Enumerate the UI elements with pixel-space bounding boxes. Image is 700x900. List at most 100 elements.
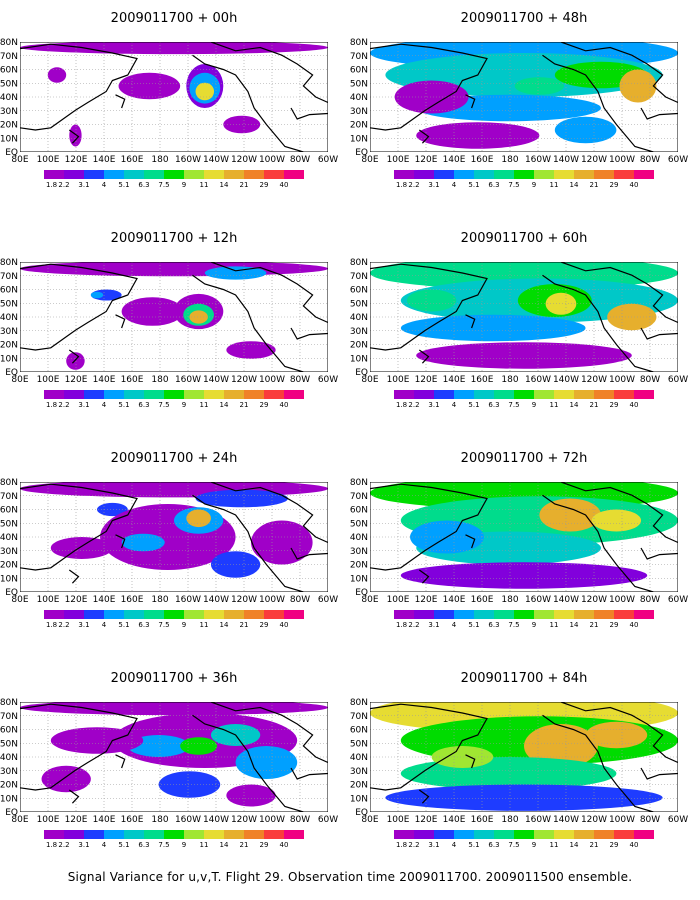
- colorbar-swatch: [104, 390, 124, 399]
- coastline: [290, 547, 328, 560]
- longitude-tick-label: 180: [501, 375, 518, 385]
- colorbar-swatch: [454, 610, 474, 619]
- colorbar-level-label: 5.1: [118, 401, 129, 409]
- variance-shading: [50, 727, 144, 754]
- coastline: [560, 262, 678, 324]
- colorbar-swatch: [124, 170, 144, 179]
- colorbar-swatch: [514, 610, 534, 619]
- latitude-tick-label: 70N: [0, 712, 18, 722]
- colorbar-swatch: [164, 390, 184, 399]
- latitude-tick-label: 30N: [0, 327, 18, 337]
- colorbar-level-label: 4: [102, 621, 107, 629]
- latitude-tick-label: 40N: [0, 533, 18, 543]
- colorbar-swatch: [434, 170, 454, 179]
- colorbar-swatch: [264, 830, 284, 839]
- variance-shading: [195, 82, 215, 101]
- colorbar-swatch: [514, 170, 534, 179]
- longitude-tick-label: 180: [151, 375, 168, 385]
- longitude-tick-label: 80W: [290, 375, 310, 385]
- colorbar-swatch: [554, 170, 574, 179]
- latitude-tick-label: 80N: [0, 478, 18, 488]
- colorbar-level-label: 40: [280, 401, 289, 409]
- colorbar-level-label: 4: [452, 621, 457, 629]
- latitude-tick-label: 60N: [350, 726, 368, 736]
- map-panel: [20, 42, 328, 152]
- colorbar-swatch: [284, 610, 304, 619]
- latitude-tick-label: 70N: [0, 272, 18, 282]
- colorbar-swatch: [204, 830, 224, 839]
- latitude-tick-label: 80N: [350, 478, 368, 488]
- coastline: [192, 54, 304, 152]
- panel-title: 2009011700 + 24h: [111, 451, 238, 466]
- longitude-tick-label: 80W: [640, 595, 660, 605]
- colorbar-level-label: 29: [260, 841, 269, 849]
- colorbar-level-label: 7.5: [508, 401, 519, 409]
- latitude-tick-label: 30N: [0, 767, 18, 777]
- variance-shading: [50, 537, 113, 559]
- latitude-tick-label: 70N: [0, 492, 18, 502]
- colorbar-swatch: [634, 610, 654, 619]
- colorbar-level-label: 40: [630, 401, 639, 409]
- colorbar-level-label: 14: [570, 401, 579, 409]
- colorbar-level-label: 14: [570, 841, 579, 849]
- longitude-tick-label: 120W: [231, 815, 257, 825]
- colorbar-level-label: 9: [532, 841, 536, 849]
- colorbar-level-label: 29: [610, 841, 619, 849]
- longitude-tick-label: 160W: [525, 595, 551, 605]
- longitude-tick-label: 140E: [443, 155, 466, 165]
- variance-shading: [195, 489, 288, 508]
- coastline: [20, 703, 138, 791]
- variance-shading: [539, 498, 601, 532]
- colorbar-level-label: 2.2: [58, 621, 69, 629]
- variance-shading: [250, 520, 313, 565]
- colorbar-level-label: 7.5: [158, 621, 169, 629]
- colorbar-level-label: 3.1: [428, 181, 439, 189]
- colorbar-swatch: [244, 390, 264, 399]
- longitude-tick-label: 160E: [471, 375, 494, 385]
- colorbar-level-label: 11: [200, 401, 209, 409]
- latitude-tick-label: 50N: [0, 519, 18, 529]
- colorbar-level-label: 11: [550, 181, 559, 189]
- colorbar-swatch: [184, 390, 204, 399]
- latitude-tick-label: 20N: [350, 341, 368, 351]
- colorbar-swatch: [184, 170, 204, 179]
- colorbar-level-label: 3.1: [78, 181, 89, 189]
- variance-shading: [400, 314, 586, 342]
- longitude-tick-label: 140W: [203, 375, 229, 385]
- latitude-tick-label: 70N: [350, 712, 368, 722]
- colorbar-level-label: 7.5: [508, 621, 519, 629]
- colorbar-level-label: 40: [280, 621, 289, 629]
- colorbar-level-label: 6.3: [138, 621, 149, 629]
- colorbar-swatch: [594, 170, 614, 179]
- latitude-tick-label: 80N: [350, 698, 368, 708]
- colorbar-swatch: [554, 830, 574, 839]
- latitude-tick-label: 60N: [0, 506, 18, 516]
- variance-shading: [226, 784, 276, 807]
- longitude-tick-label: 140E: [93, 375, 116, 385]
- colorbar-level-label: 2.2: [408, 841, 419, 849]
- latitude-tick-label: 50N: [350, 299, 368, 309]
- panel-title: 2009011700 + 84h: [461, 671, 588, 686]
- longitude-tick-label: 180: [501, 595, 518, 605]
- variance-shading: [47, 67, 67, 83]
- colorbar-swatch: [534, 170, 554, 179]
- latitude-tick-label: EQ: [5, 808, 18, 818]
- colorbar-swatch: [594, 610, 614, 619]
- colorbar-level-label: 11: [550, 841, 559, 849]
- latitude-tick-label: 80N: [0, 258, 18, 268]
- colorbar-level-label: 7.5: [508, 841, 519, 849]
- latitude-tick-label: 10N: [350, 134, 368, 144]
- map-panel: [370, 482, 678, 592]
- colorbar-swatch: [124, 610, 144, 619]
- latitude-tick-label: 40N: [350, 753, 368, 763]
- colorbar-level-label: 14: [220, 181, 229, 189]
- colorbar-swatch: [164, 610, 184, 619]
- colorbar-swatch: [204, 170, 224, 179]
- longitude-tick-label: 100E: [37, 595, 60, 605]
- longitude-tick-label: 60W: [668, 375, 688, 385]
- colorbar-swatch: [224, 610, 244, 619]
- longitude-tick-label: 160E: [471, 155, 494, 165]
- colorbar-level-label: 5.1: [118, 621, 129, 629]
- longitude-tick-label: 140W: [553, 375, 579, 385]
- latitude-tick-label: 80N: [350, 38, 368, 48]
